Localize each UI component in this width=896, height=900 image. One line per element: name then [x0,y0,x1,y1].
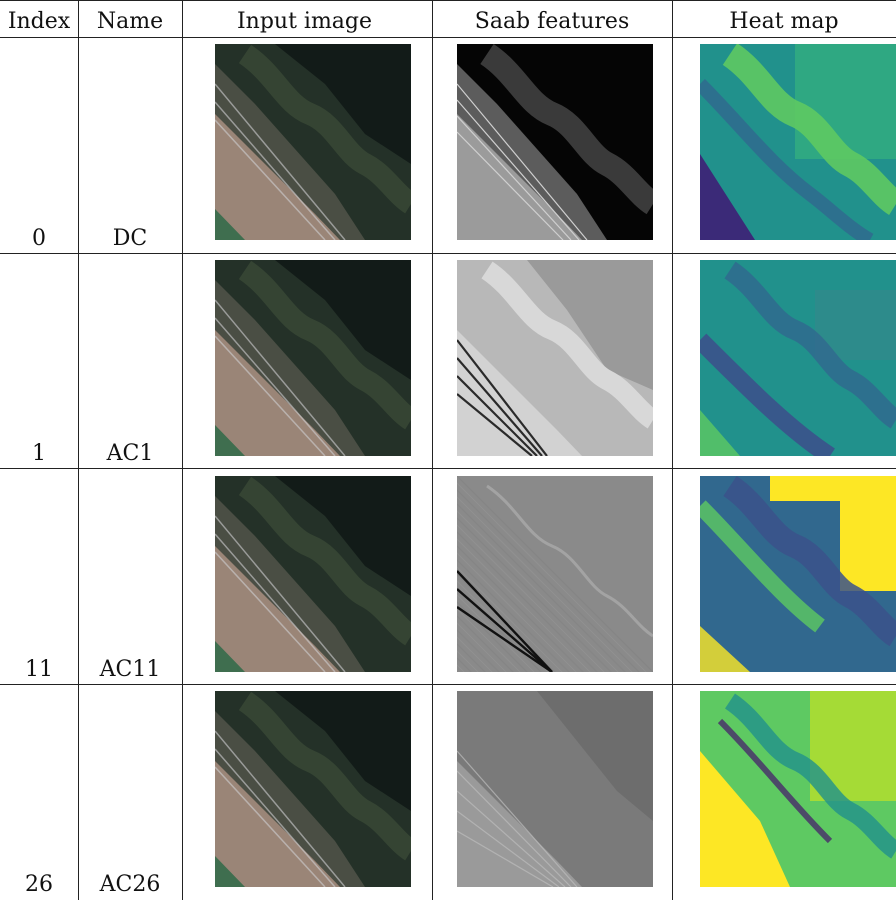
table-top-rule [0,0,896,1]
header-bottom-rule [0,37,896,38]
header-heat-map: Heat map [729,9,839,34]
header-saab-features: Saab features [474,9,630,34]
input-satellite-image [215,260,411,456]
saab-feature-image [457,44,653,240]
heat-map-image [700,260,896,456]
heat-map-image [700,476,896,672]
column-rule [672,0,673,900]
column-rule [432,0,433,900]
row-name: AC11 [99,657,161,682]
row-index: 11 [25,657,53,682]
row-index: 1 [32,441,46,466]
heat-map-image [700,691,896,887]
header-name: Name [96,9,164,34]
row-name: DC [112,226,148,251]
input-satellite-image [215,691,411,887]
column-rule [182,0,183,900]
column-rule [78,0,79,900]
row-name: AC26 [99,872,161,897]
saab-feature-image [457,260,653,456]
row-name: AC1 [106,441,154,466]
input-satellite-image [215,44,411,240]
row-divider-rule [0,253,896,254]
row-divider-rule [0,684,896,685]
row-index: 0 [32,226,46,251]
row-index: 26 [25,872,53,897]
input-satellite-image [215,476,411,672]
row-divider-rule [0,468,896,469]
saab-feature-image [457,476,653,672]
header-input-image: Input image [236,9,373,34]
saab-feature-image [457,691,653,887]
header-index: Index [7,9,71,34]
heat-map-image [700,44,896,240]
